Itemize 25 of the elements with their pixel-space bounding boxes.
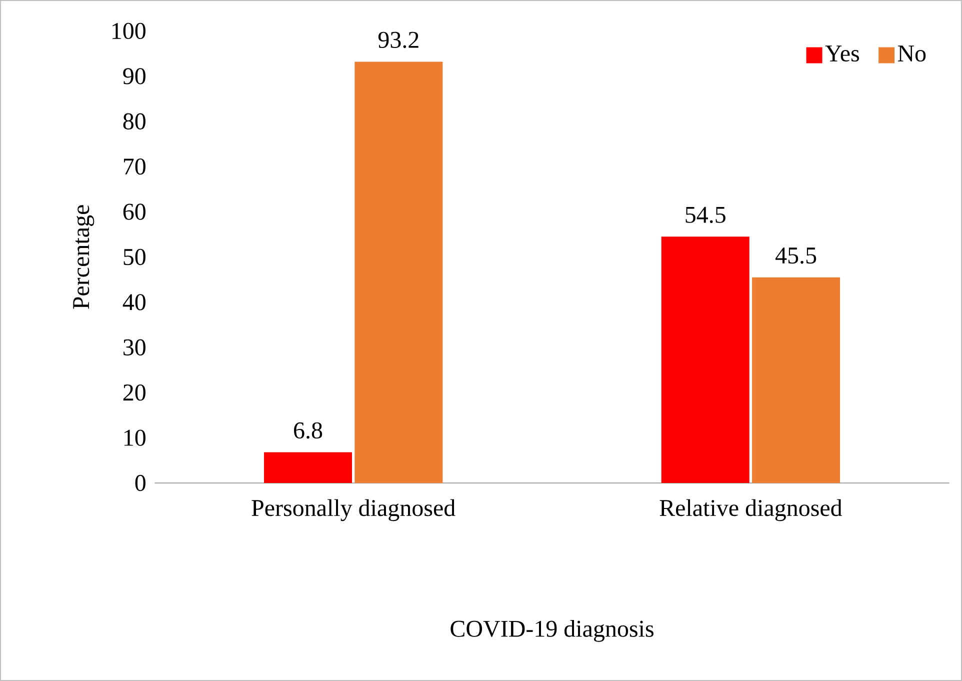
bar	[661, 236, 750, 484]
y-tick-label: 80	[123, 113, 146, 130]
legend-label: No	[898, 46, 926, 62]
data-label: 45.5	[775, 248, 816, 264]
legend-label: Yes	[825, 46, 859, 62]
x-tick-label: Relative diagnosed	[660, 499, 842, 522]
y-tick-label: 70	[124, 158, 146, 175]
y-tick-label: 90	[123, 68, 146, 84]
y-tick-label: 10	[124, 430, 146, 446]
data-label: 54.5	[686, 206, 726, 224]
y-tick-label: 50	[124, 248, 146, 266]
data-label: 6.8	[294, 422, 322, 439]
bar	[354, 62, 443, 484]
y-tick-label: 40	[122, 294, 146, 310]
y-axis-title: Percentage	[73, 205, 94, 309]
y-tick-label: 20	[123, 384, 146, 401]
x-tick-label: Personally diagnosed	[252, 499, 456, 522]
y-tick-label: 30	[124, 339, 146, 356]
y-tick-label: 0	[135, 474, 146, 492]
y-tick-label: 60	[123, 204, 146, 220]
bar	[264, 452, 352, 484]
y-tick-label: 100	[112, 22, 146, 40]
bar	[752, 277, 840, 484]
data-label: 93.2	[378, 32, 418, 48]
x-axis-title: COVID-19 diagnosis	[450, 620, 654, 642]
